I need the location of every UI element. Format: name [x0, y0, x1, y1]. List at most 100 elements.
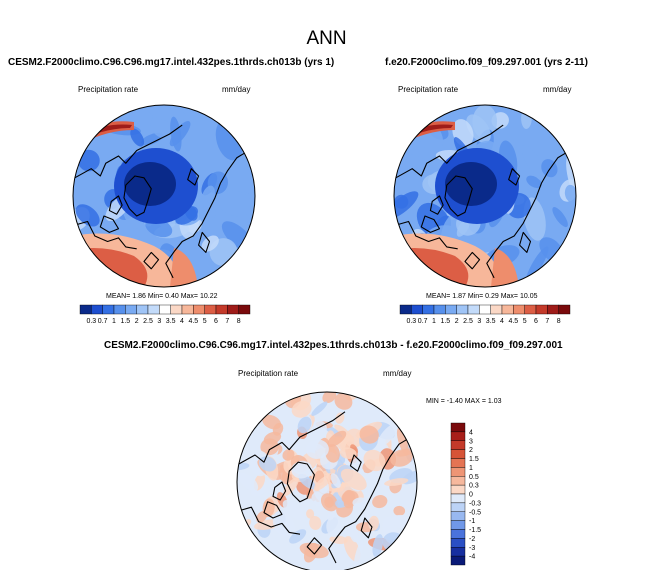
field-blob: [322, 392, 337, 403]
colorbar-swatch: [450, 502, 466, 512]
colorbar-tick-label: -1: [469, 518, 475, 525]
field-blob: [282, 449, 295, 461]
map-field: [73, 105, 255, 287]
diff-units-label: mm/day: [383, 369, 412, 378]
field-blob: [313, 475, 332, 491]
north-america-coast: [238, 411, 346, 465]
colorbar-tick-label: 4: [469, 429, 473, 436]
field-blob: [335, 412, 345, 424]
colorbar-swatch: [450, 440, 466, 450]
field-blob: [359, 425, 379, 444]
colorbar-tick-label: 0.7: [418, 318, 428, 325]
colorbar-swatch: [450, 449, 466, 459]
field-blob: [311, 401, 328, 416]
field-blob: [525, 246, 549, 283]
colorbar-tick-label: 2: [135, 318, 139, 325]
left-stats: MEAN= 1.86 Min= 0.40 Max= 10.22: [106, 293, 218, 300]
colorbar-swatch: [450, 538, 466, 548]
field-blob: [311, 491, 325, 507]
field-blob: [363, 449, 386, 472]
field-blob: [291, 460, 313, 479]
colorbar-tick-label: -1.5: [469, 527, 481, 534]
colorbar-tick-label: -0.3: [469, 500, 481, 507]
right-stats: MEAN= 1.87 Min= 0.29 Max= 10.05: [426, 293, 538, 300]
eurasia-coast: [165, 151, 247, 279]
north-america-coast: [74, 124, 183, 179]
colorbar-tick-label: 5: [203, 318, 207, 325]
field-blob: [262, 414, 282, 430]
colorbar-tick-label: 7: [545, 318, 549, 325]
colorbar-swatch: [450, 467, 466, 477]
colorbar-tick-label: 4: [500, 318, 504, 325]
right-field-label: Precipitation rate: [398, 85, 459, 94]
colorbar-tick-label: 4.5: [508, 318, 518, 325]
field-blob: [77, 149, 100, 172]
field-blob: [334, 393, 353, 410]
field-blob: [306, 509, 315, 519]
field-blob: [393, 505, 406, 516]
colorbar-tick-label: 1: [112, 318, 116, 325]
colorbar-tick-label: 0.3: [469, 483, 479, 490]
field-blob: [282, 500, 306, 521]
colorbar-tick-label: 6: [534, 318, 538, 325]
diff-stats: MIN = -1.40 MAX = 1.03: [426, 398, 502, 405]
diff-panel-title: CESM2.F2000climo.C96.C96.mg17.intel.432p…: [104, 340, 563, 351]
field-blob: [289, 529, 307, 544]
left-panel-title: CESM2.F2000climo.C96.C96.mg17.intel.432p…: [8, 57, 335, 68]
colorbar-tick-label: 2: [469, 447, 473, 454]
field-blob: [390, 449, 413, 467]
colorbar-tick-label: 3.5: [166, 318, 176, 325]
colorbar-swatch: [450, 422, 466, 433]
map-field: [394, 105, 576, 287]
iceland-coast: [306, 537, 323, 555]
field-blob: [566, 155, 576, 199]
colorbar-swatch: [450, 555, 466, 566]
eurasia-coast: [328, 438, 409, 564]
figure-title: ANN: [306, 28, 347, 49]
colorbar-tick-label: 0.5: [469, 474, 479, 481]
field-blob: [335, 499, 345, 508]
scandinavia-coast: [360, 517, 373, 539]
hudson-coast: [238, 506, 301, 535]
field-blob: [291, 400, 312, 418]
colorbar-tick-label: 1.5: [469, 456, 479, 463]
colorbar-tick-label: -4: [469, 554, 475, 561]
colorbar-tick-label: 0.3: [86, 318, 96, 325]
archipelago-coast: [420, 215, 441, 233]
colorbar-tick-label: 2.5: [463, 318, 473, 325]
field-blob: [258, 456, 277, 472]
right-units-label: mm/day: [543, 85, 572, 94]
coastlines: [238, 411, 409, 564]
colorbar-tick-label: 1: [469, 465, 473, 472]
iceland-coast: [143, 251, 160, 270]
colorbar-tick-label: 7: [225, 318, 229, 325]
right-panel-title: f.e20.F2000climo.f09_f09.297.001 (yrs 2-…: [385, 57, 588, 68]
left-field-label: Precipitation rate: [78, 85, 139, 94]
field-blob: [352, 497, 369, 508]
field-blob: [372, 534, 384, 557]
colorbar-tick-label: 4: [180, 318, 184, 325]
colorbar-swatch: [450, 476, 466, 486]
colorbar-swatch: [450, 511, 466, 521]
field-blob: [377, 423, 399, 447]
field-blob: [324, 496, 334, 508]
colorbar-tick-label: 1.5: [440, 318, 450, 325]
colorbar-tick-label: 4.5: [188, 318, 198, 325]
colorbar-tick-label: 3: [469, 438, 473, 445]
colorbar-tick-label: 2: [455, 318, 459, 325]
svalbard-coast: [349, 454, 362, 472]
svalbard-coast: [508, 168, 521, 186]
field-blob: [406, 154, 435, 174]
field-blob: [170, 116, 182, 152]
colorbar-tick-label: 0.7: [98, 318, 108, 325]
coastlines: [395, 124, 568, 279]
field-blob: [564, 184, 576, 203]
europe-wet-band: [170, 248, 198, 287]
colorbar-tick-label: 3.5: [486, 318, 496, 325]
archipelago-coast: [263, 501, 283, 519]
eurasia-coast: [486, 151, 568, 279]
field-blob: [201, 235, 219, 252]
colorbar-swatch: [450, 529, 466, 539]
